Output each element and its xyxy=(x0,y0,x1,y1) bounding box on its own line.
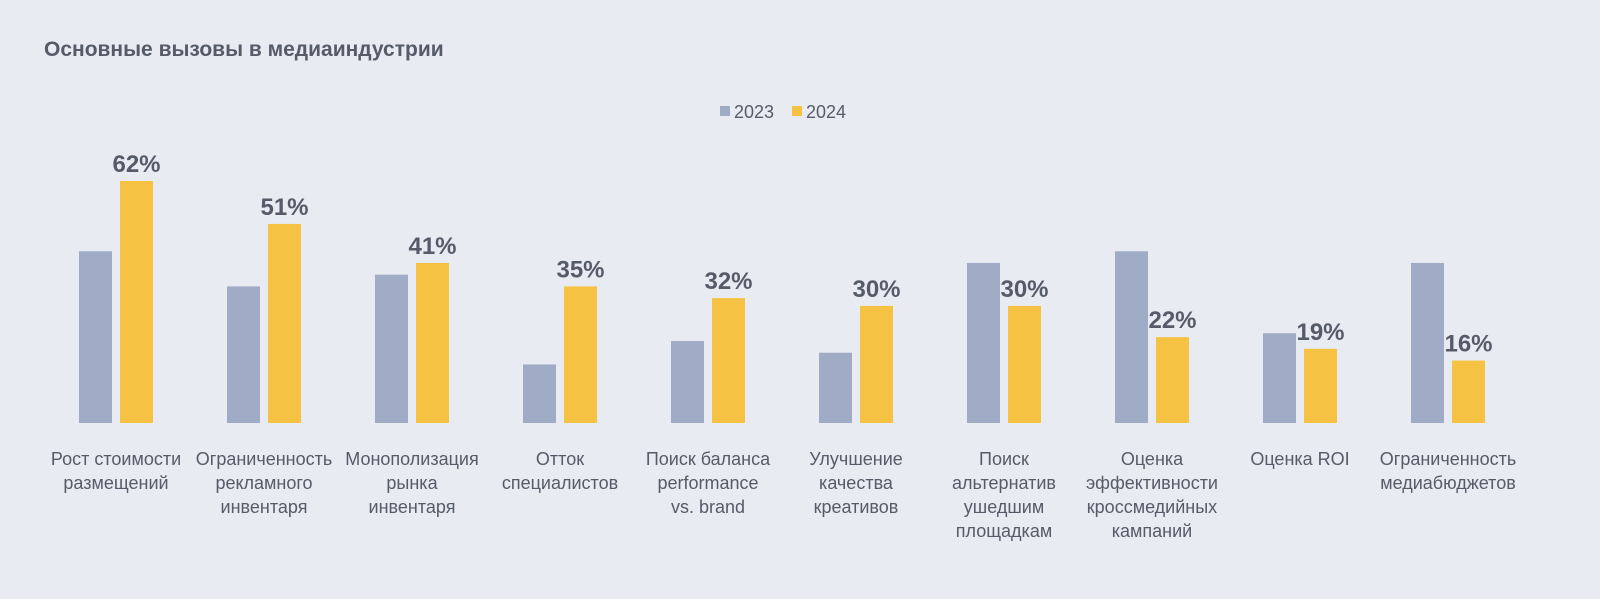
x-tick-label: Поиск баланса performance vs. brand xyxy=(646,449,771,517)
value-label: 30% xyxy=(852,276,900,303)
bar xyxy=(1156,337,1189,423)
value-label: 41% xyxy=(408,233,456,260)
value-label: 35% xyxy=(556,256,604,283)
bar xyxy=(268,223,301,423)
bar xyxy=(1304,348,1337,423)
legend-label: 2023 xyxy=(734,102,774,122)
bar xyxy=(1115,251,1148,423)
x-tick-label: Ограниченность медиабюджетов xyxy=(1380,449,1517,493)
bar xyxy=(1452,360,1485,423)
bar xyxy=(1263,333,1296,423)
x-tick-label: Ограниченность рекламного инвентаря xyxy=(196,449,333,517)
bar xyxy=(712,298,745,423)
legend-swatch xyxy=(792,106,802,116)
x-tick-label: Отток специалистов xyxy=(502,449,618,493)
value-label: 32% xyxy=(704,268,752,295)
value-label: 62% xyxy=(112,151,160,178)
bar xyxy=(967,262,1000,423)
bar xyxy=(227,286,260,423)
bar xyxy=(1411,262,1444,423)
x-tick-label: Рост стоимости размещений xyxy=(51,449,181,493)
bar xyxy=(375,274,408,423)
x-tick-label: Улучшение качества креативов xyxy=(809,449,903,517)
bar xyxy=(671,341,704,423)
value-label: 19% xyxy=(1296,319,1344,346)
bar xyxy=(120,181,153,423)
bar xyxy=(819,352,852,423)
value-label: 51% xyxy=(260,194,308,221)
chart-title: Основные вызовы в медиаиндустрии xyxy=(44,38,444,61)
bar xyxy=(79,251,112,423)
value-label: 30% xyxy=(1000,276,1048,303)
x-tick-label: Оценка ROI xyxy=(1250,449,1349,469)
bar xyxy=(416,262,449,423)
x-tick-label: Монополизация рынка инвентаря xyxy=(345,449,478,517)
bar xyxy=(523,364,556,423)
value-label: 22% xyxy=(1148,307,1196,334)
x-tick-label: Оценка эффективности кроссмедийных кампаний xyxy=(1086,449,1218,541)
legend-swatch xyxy=(720,106,730,116)
bar xyxy=(1008,305,1041,423)
legend-label: 2024 xyxy=(806,102,846,122)
value-label: 16% xyxy=(1444,331,1492,358)
bar xyxy=(860,305,893,423)
x-tick-label: Поиск альтернатив ушедшим площадкам xyxy=(952,449,1056,541)
bar xyxy=(564,286,597,423)
